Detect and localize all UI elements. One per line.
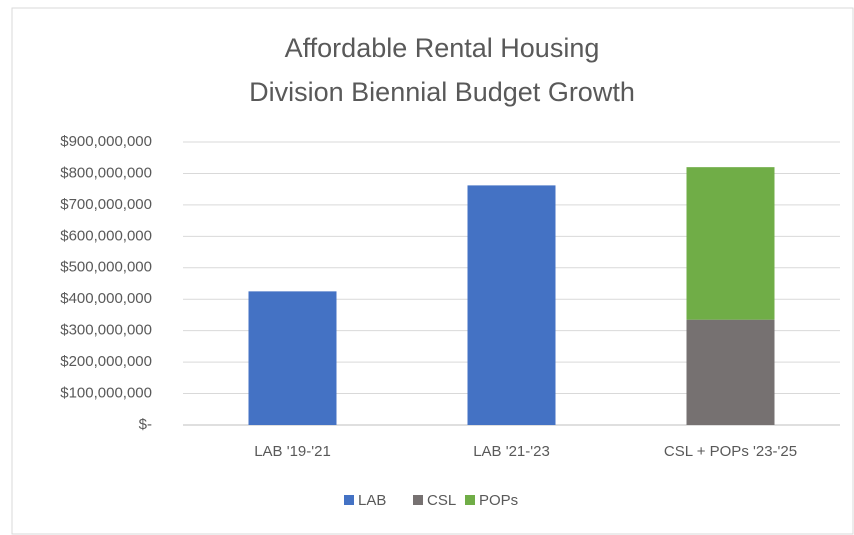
bar-segment <box>686 319 775 425</box>
legend-swatch <box>465 495 475 505</box>
chart-title: Division Biennial Budget Growth <box>249 77 635 107</box>
legend-label: CSL <box>427 492 456 509</box>
x-tick-label: LAB '19-'21 <box>254 443 331 460</box>
legend-swatch <box>344 495 354 505</box>
legend-label: POPs <box>479 492 518 509</box>
y-tick-label: $300,000,000 <box>60 322 152 339</box>
chart-title: Affordable Rental Housing <box>285 33 600 63</box>
y-tick-label: $800,000,000 <box>60 164 152 181</box>
x-tick-label: LAB '21-'23 <box>473 443 550 460</box>
y-tick-label: $900,000,000 <box>60 133 152 150</box>
y-tick-label: $100,000,000 <box>60 385 152 402</box>
y-tick-label: $- <box>139 416 152 433</box>
x-tick-label: CSL + POPs '23-'25 <box>664 443 797 460</box>
y-tick-label: $200,000,000 <box>60 353 152 370</box>
bar-segment <box>467 185 556 425</box>
y-tick-label: $400,000,000 <box>60 290 152 307</box>
y-tick-label: $700,000,000 <box>60 196 152 213</box>
bar-segment <box>248 291 337 425</box>
y-tick-label: $600,000,000 <box>60 227 152 244</box>
bar-segment <box>686 167 775 320</box>
legend-label: LAB <box>358 492 386 509</box>
y-tick-label: $500,000,000 <box>60 259 152 276</box>
legend-swatch <box>413 495 423 505</box>
